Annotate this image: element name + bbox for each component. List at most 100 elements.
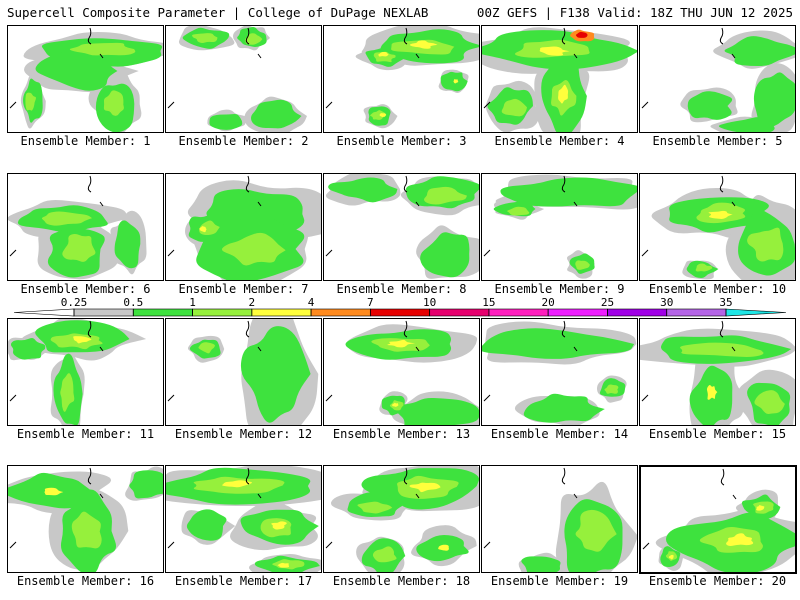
scp-contour-lime [507,206,530,216]
scp-field-map [642,468,795,572]
coastline [167,27,262,109]
scp-field-map [9,27,163,132]
colorbar-segment [488,308,549,317]
scp-contour-green [521,556,561,572]
scp-contour-yellow [453,79,459,84]
scp-contour-lime [192,33,218,43]
colorbar-right-arrow [725,308,787,317]
colorbar-tick-label: 15 [482,296,495,309]
scp-field-map [641,175,795,280]
member-label: Ensemble Member: 1 [20,134,151,148]
member-panel-20[interactable] [639,465,797,574]
scp-field-map [8,175,147,280]
colorbar-tick-label: 2 [249,296,256,309]
colorbar-segment [251,308,312,317]
member-panel-5[interactable] [639,25,796,133]
scp-contour-lime [69,42,136,56]
scp-contour-yellow [756,505,765,511]
scp-contour-lime [357,501,393,514]
member-label: Ensemble Member: 16 [16,574,155,588]
scp-contour-green [209,113,243,130]
colorbar-tick-label: 10 [423,296,436,309]
scp-field-map [325,320,479,425]
member-panel-16[interactable] [7,465,164,573]
colorbar-segment [429,308,490,317]
scp-contour-yellow [379,113,387,118]
scp-contour-green [328,177,398,203]
scp-contour-yellow [44,487,64,496]
scp-field-map [641,27,795,132]
member-panel-13[interactable] [323,318,480,426]
member-panel-19[interactable] [481,465,638,573]
colorbar-segment [192,308,253,317]
member-panel-12[interactable] [165,318,322,426]
member-label: Ensemble Member: 20 [648,574,787,588]
member-panel-17[interactable] [165,465,322,573]
scp-contour-lime [680,342,764,357]
scp-contour-yellow [73,336,92,344]
coastline [167,175,262,257]
member-panel-11[interactable] [7,318,164,426]
scp-contour-green [240,326,311,423]
coastline [9,467,104,549]
scp-contour-lime [695,263,713,272]
scp-contour-green [523,393,605,423]
scp-field-map [483,467,637,572]
member-label: Ensemble Member: 13 [332,427,471,441]
scp-contour-green [129,470,163,499]
member-panel-14[interactable] [481,318,638,426]
member-panel-2[interactable] [165,25,322,133]
member-label: Ensemble Member: 11 [16,427,155,441]
member-panel-6[interactable] [7,173,164,281]
scp-contour-green [35,51,118,91]
run-valid-time: 00Z GEFS | F138 Valid: 18Z THU JUN 12 20… [476,5,793,20]
member-label: Ensemble Member: 18 [332,574,471,588]
member-label: Ensemble Member: 2 [178,134,309,148]
colorbar-segment [310,308,371,317]
scp-contour-yellow [378,51,389,57]
member-panel-1[interactable] [7,25,164,133]
scp-contour-green [687,91,733,120]
member-panel-3[interactable] [323,25,480,133]
scp-contour-yellow [392,402,399,407]
scp-field-map [640,320,795,425]
colorbar-tick-label: 4 [308,296,315,309]
member-panel-9[interactable] [481,173,638,281]
coastline [325,27,420,109]
coastline [641,320,736,402]
scp-field-map [483,174,637,279]
scp-contour-green [753,72,795,129]
scp-contour-lime [62,234,96,262]
colorbar-segment [73,308,134,317]
coastline [325,467,420,549]
coastline [641,27,736,109]
scp-contour-yellow [726,533,754,546]
scp-contour-yellow [708,210,733,219]
coastline [483,320,578,402]
coastline [641,175,736,257]
member-label: Ensemble Member: 3 [336,134,467,148]
member-panel-15[interactable] [639,318,796,426]
scp-contour-green [420,232,470,278]
member-label: Ensemble Member: 7 [178,282,309,296]
scp-contour-yellow [539,46,570,56]
scp-contour-lime [221,232,286,266]
member-panel-8[interactable] [323,173,480,281]
member-label: Ensemble Member: 19 [490,574,629,588]
coastline [167,467,262,549]
scp-contour-yellow [668,554,674,560]
colorbar-left-arrow [13,308,75,317]
scp-field-map [167,26,307,132]
member-panel-7[interactable] [165,173,322,281]
coastline [325,175,420,257]
coastline [9,320,104,402]
member-panel-10[interactable] [639,173,796,281]
scp-contour-green [718,117,780,132]
scp-contour-yellow [409,482,441,493]
scp-contour-lime [198,342,215,354]
scp-contour-yellow [271,521,287,530]
member-panel-18[interactable] [323,465,480,573]
scp-field-map [325,466,479,572]
member-panel-4[interactable] [481,25,638,133]
coastline [167,320,262,402]
